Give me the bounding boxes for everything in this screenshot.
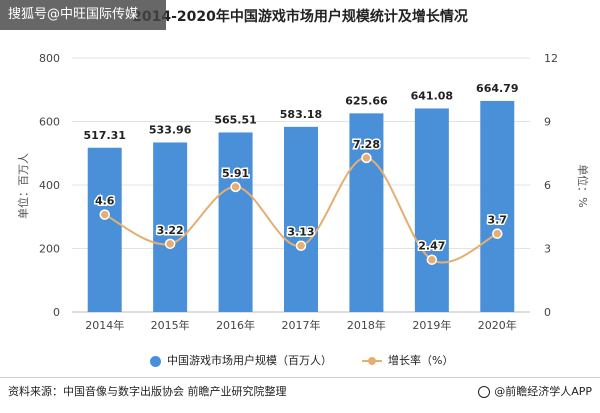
y-right-tick-label: 6 bbox=[544, 179, 551, 192]
growth-rate-label: 4.6 bbox=[95, 195, 115, 208]
legend-item-user-scale: 中国游戏市场用户规模（百万人） bbox=[150, 352, 332, 368]
chart-title: 2014-2020年中国游戏市场用户规模统计及增长情况 bbox=[132, 9, 468, 25]
y-right-tick-label: 3 bbox=[544, 243, 551, 256]
y-axis-left-label: 单位：百万人 bbox=[17, 153, 30, 219]
bar bbox=[349, 113, 384, 312]
x-tick-label: 2019年 bbox=[412, 318, 451, 332]
bar bbox=[153, 142, 188, 312]
brand-credit: @前瞻经济学人APP bbox=[478, 383, 592, 399]
legend-line-swatch-icon bbox=[362, 357, 382, 365]
growth-rate-label: 2.47 bbox=[418, 240, 445, 253]
growth-rate-label: 3.7 bbox=[488, 214, 508, 227]
footer-divider bbox=[0, 377, 600, 378]
bar-value-label: 583.18 bbox=[280, 108, 322, 121]
bar-value-label: 517.31 bbox=[83, 129, 125, 142]
y-right-tick-label: 12 bbox=[544, 52, 558, 65]
legend-label-user-scale: 中国游戏市场用户规模（百万人） bbox=[167, 354, 332, 367]
y-axis-right-label: 单位：% bbox=[576, 164, 589, 208]
brand-logo-icon bbox=[478, 386, 491, 398]
legend-label-growth-rate: 增长率（%） bbox=[388, 354, 454, 367]
x-tick-label: 2014年 bbox=[85, 318, 124, 332]
source-note: 资料来源：中国音像与数字出版协会 前瞻产业研究院整理 bbox=[8, 385, 287, 398]
y-left-tick-label: 600 bbox=[39, 116, 60, 129]
bar bbox=[218, 132, 253, 312]
source-overlay-tag: 搜狐号@中旺国际传媒 bbox=[0, 0, 166, 30]
legend-bar-swatch-icon bbox=[150, 355, 161, 367]
bar bbox=[480, 100, 515, 313]
legend-item-growth-rate: 增长率（%） bbox=[362, 352, 453, 368]
growth-rate-label: 3.13 bbox=[287, 226, 314, 239]
growth-rate-point bbox=[361, 152, 372, 164]
bar bbox=[87, 147, 122, 312]
growth-rate-label: 5.91 bbox=[222, 167, 249, 180]
bar-value-label: 565.51 bbox=[214, 113, 256, 126]
brand-credit-text: @前瞻经济学人APP bbox=[494, 385, 592, 398]
bar-value-label: 641.08 bbox=[411, 89, 453, 102]
bar-value-label: 625.66 bbox=[345, 94, 388, 107]
chart-legend: 中国游戏市场用户规模（百万人） 增长率（%） bbox=[0, 350, 600, 370]
growth-rate-point bbox=[295, 240, 307, 251]
growth-rate-label: 3.22 bbox=[157, 224, 184, 237]
y-right-tick-label: 9 bbox=[544, 116, 551, 129]
y-left-tick-label: 800 bbox=[39, 52, 60, 65]
x-tick-label: 2015年 bbox=[151, 318, 190, 332]
y-left-tick-label: 400 bbox=[39, 179, 60, 192]
y-left-tick-label: 200 bbox=[39, 243, 60, 256]
growth-rate-label: 7.28 bbox=[353, 138, 380, 151]
y-right-tick-label: 0 bbox=[544, 306, 551, 319]
x-tick-label: 2018年 bbox=[347, 318, 386, 332]
x-tick-label: 2016年 bbox=[216, 318, 255, 332]
growth-rate-point bbox=[492, 228, 503, 239]
bar bbox=[414, 108, 449, 313]
growth-rate-point bbox=[99, 209, 110, 220]
bar-value-label: 533.96 bbox=[149, 123, 192, 136]
bar-value-label: 664.79 bbox=[476, 82, 518, 95]
x-tick-label: 2017年 bbox=[282, 318, 321, 332]
growth-rate-point bbox=[230, 181, 241, 193]
bar bbox=[284, 126, 318, 312]
growth-rate-point bbox=[164, 238, 176, 250]
growth-rate-point bbox=[426, 254, 438, 265]
x-tick-label: 2020年 bbox=[478, 318, 517, 332]
y-left-tick-label: 0 bbox=[53, 306, 60, 319]
